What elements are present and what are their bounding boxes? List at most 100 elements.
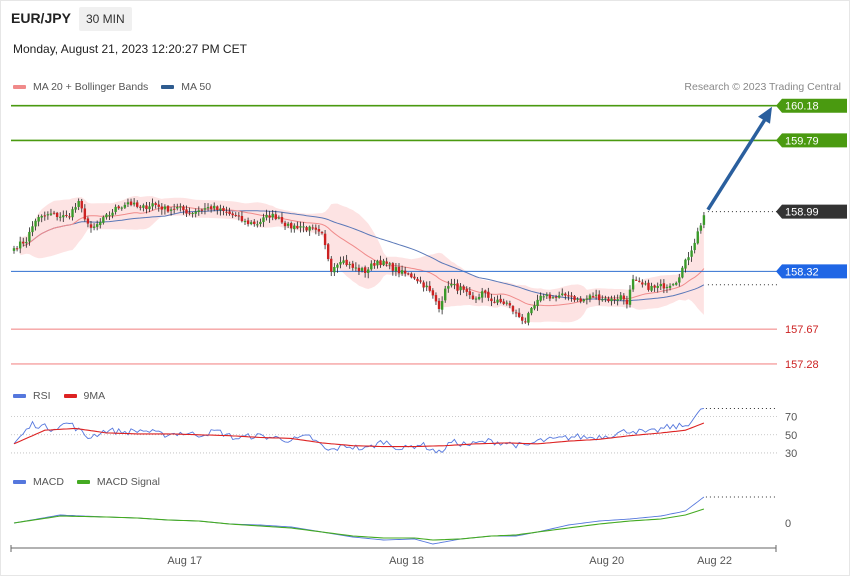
- candle: [490, 293, 493, 307]
- candle-body: [136, 202, 139, 207]
- candle: [92, 223, 96, 231]
- candle-body: [487, 291, 490, 298]
- legend-label-macd: MACD: [33, 476, 64, 488]
- candle-body: [151, 203, 154, 207]
- candle-body: [320, 232, 324, 234]
- candle: [37, 214, 40, 227]
- candle-body: [286, 223, 290, 226]
- candle-body: [314, 227, 318, 230]
- candle: [163, 204, 167, 215]
- pivot-level-tag: [776, 264, 847, 279]
- candle: [480, 287, 484, 303]
- candle-body: [484, 290, 487, 293]
- legend-item-ma20: MA 20 + Bollinger Bands: [13, 81, 148, 93]
- candle: [373, 260, 376, 269]
- candle: [71, 206, 74, 221]
- candle-body: [462, 286, 465, 290]
- candle-body: [31, 226, 34, 233]
- candle: [31, 221, 34, 237]
- candle: [74, 202, 77, 213]
- candle: [634, 276, 638, 281]
- timestamp: Monday, August 21, 2023 12:20:27 PM CET: [13, 42, 247, 56]
- legend-item-macd-signal: MACD Signal: [76, 476, 160, 488]
- candle: [213, 202, 216, 212]
- candle: [120, 206, 123, 211]
- candle: [237, 212, 241, 221]
- candle-body: [71, 209, 74, 218]
- candle: [286, 221, 290, 228]
- timeframe-badge[interactable]: 30 MIN: [79, 7, 132, 31]
- candle: [425, 281, 428, 292]
- legend-label-ma50: MA 50: [181, 81, 212, 93]
- candle-body: [561, 293, 564, 296]
- candle: [40, 214, 43, 223]
- candle: [86, 216, 90, 228]
- candle: [594, 289, 598, 300]
- candle: [132, 198, 136, 207]
- candle-body: [665, 286, 669, 288]
- candle-body: [564, 293, 567, 296]
- candle: [382, 258, 385, 267]
- macd-tick-label-0: 0: [785, 518, 791, 530]
- candle: [280, 212, 284, 224]
- candle: [293, 223, 296, 233]
- candle: [249, 220, 253, 226]
- candle-body: [539, 295, 542, 301]
- candle: [209, 204, 213, 213]
- candle: [693, 238, 696, 254]
- candle: [524, 317, 527, 324]
- legend-item-9ma: 9MA: [63, 390, 105, 402]
- candle-body: [132, 202, 136, 205]
- candle-body: [317, 229, 321, 232]
- candle: [607, 296, 610, 303]
- legend-label-macd-signal: MACD Signal: [96, 476, 160, 488]
- candle-body: [182, 206, 185, 211]
- candle-body: [18, 241, 22, 249]
- candle: [533, 301, 536, 311]
- candle: [59, 212, 62, 222]
- candle: [684, 258, 687, 273]
- candle-body: [99, 221, 102, 226]
- candle-body: [474, 298, 478, 300]
- candle-body: [370, 263, 373, 270]
- candle-body: [299, 226, 302, 228]
- candle-body: [450, 283, 453, 286]
- current-price-tag: [776, 204, 847, 219]
- candle-body: [382, 260, 385, 265]
- candle-body: [570, 295, 573, 297]
- candle-body: [12, 248, 16, 251]
- candle: [354, 262, 358, 272]
- candle-body: [37, 217, 40, 222]
- candle-body: [573, 296, 576, 301]
- candle: [179, 203, 182, 212]
- candle-body: [625, 299, 629, 305]
- candle-body: [86, 218, 90, 224]
- rsi-panel: 70 50 30: [11, 407, 797, 460]
- candle-body: [68, 216, 71, 218]
- candle-body: [234, 214, 237, 216]
- candle-body: [678, 277, 681, 283]
- candle: [440, 296, 444, 315]
- candle: [46, 211, 50, 220]
- candle: [15, 246, 19, 252]
- candle-body: [237, 215, 241, 217]
- candle: [678, 273, 681, 287]
- candle-body: [114, 206, 117, 212]
- candle-body: [557, 295, 561, 298]
- candle-body: [638, 280, 641, 282]
- candle-body: [490, 298, 493, 302]
- candle: [219, 204, 222, 216]
- candle-body: [262, 217, 265, 223]
- candle: [77, 198, 80, 211]
- x-tick-label: Aug 18: [389, 555, 424, 567]
- candle-body: [579, 298, 582, 302]
- candle-body: [243, 221, 247, 223]
- candle: [376, 259, 379, 269]
- candle: [493, 296, 496, 304]
- candle: [271, 210, 274, 221]
- candle: [345, 254, 348, 267]
- candle-body: [354, 267, 358, 269]
- candle-body: [249, 222, 253, 225]
- candle: [591, 292, 595, 298]
